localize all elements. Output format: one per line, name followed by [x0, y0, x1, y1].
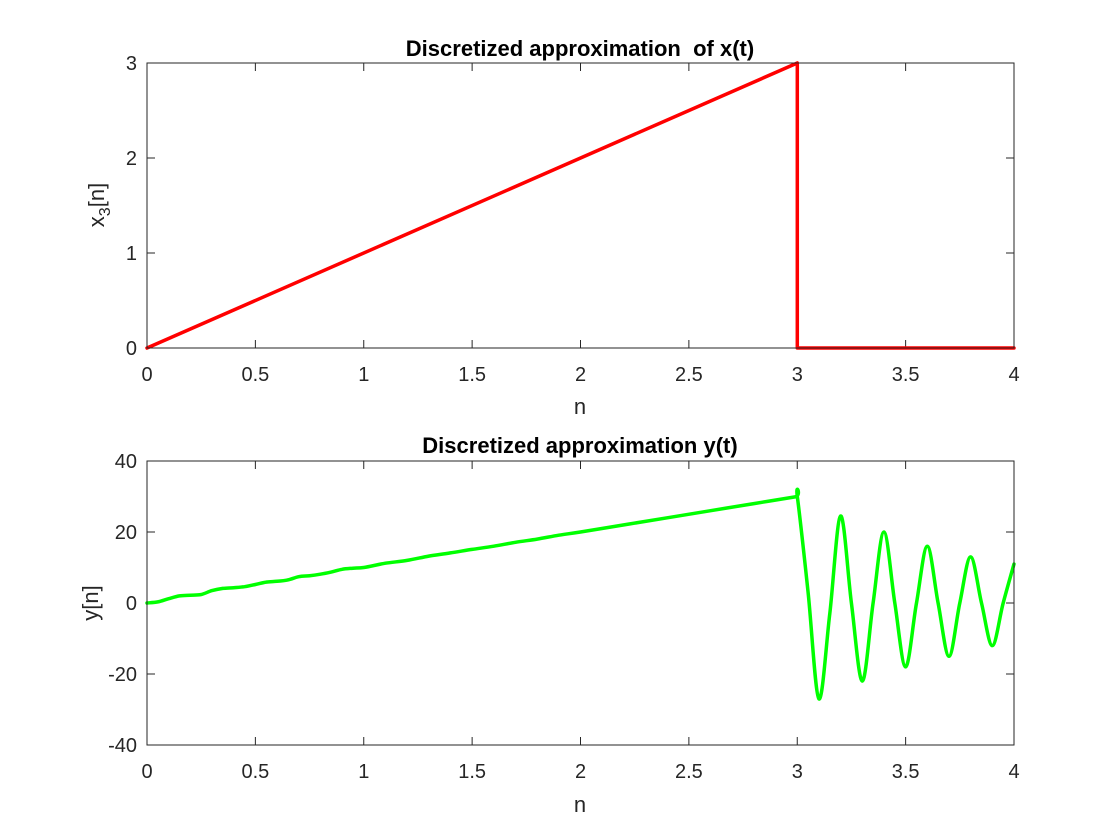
- plot-x3: Discretized approximation of x(t) 0 0.5 1 1…: [84, 36, 1020, 419]
- x-tick-label: 0.5: [241, 364, 269, 386]
- y-tick-label: 2: [126, 148, 137, 170]
- x-tick-label: 3.5: [892, 761, 920, 783]
- y-tick-label: 40: [115, 451, 137, 473]
- y-tick-label: 0: [126, 593, 137, 615]
- x-tick-label: 3: [792, 761, 803, 783]
- y-tick-label: -40: [108, 735, 137, 757]
- y-tick-label: -20: [108, 664, 137, 686]
- x-axis-label-bottom: n: [574, 792, 586, 817]
- x-tick-label: 2.5: [675, 761, 703, 783]
- series-line-x3: [145, 61, 1016, 350]
- x-tick-label: 0: [141, 364, 152, 386]
- y-axis-label-bottom: y[n]: [78, 585, 103, 620]
- series-line-y: [145, 487, 1016, 701]
- y-axis-label-top: x3[n]: [84, 183, 114, 227]
- y-axis-label-top-main: x: [84, 216, 109, 227]
- axes-frame-top: [146, 62, 1015, 349]
- x-tick-label: 3: [792, 364, 803, 386]
- x-tick-label: 4: [1008, 364, 1019, 386]
- x-tick-label: 1: [358, 364, 369, 386]
- x-tick-label: 4: [1008, 761, 1019, 783]
- plot-y: Discretized approximation y(t) 0 0.5 1 1.5 2…: [78, 433, 1020, 817]
- chart-title-bottom: Discretized approximation y(t): [422, 433, 737, 458]
- y-tick-label: 0: [126, 338, 137, 360]
- y-tick-label: 3: [126, 53, 137, 75]
- axis-ticks-top: 0 0.5 1 1.5 2 2.5 3 3.5 4 0 1 2 3: [126, 53, 1020, 386]
- x-tick-label: 0.5: [241, 761, 269, 783]
- y-axis-label-top-rest: [n]: [84, 183, 109, 207]
- y-tick-label: 20: [115, 522, 137, 544]
- x-tick-label: 0: [141, 761, 152, 783]
- series-group-bottom: [145, 487, 1016, 701]
- x-tick-label: 3.5: [892, 364, 920, 386]
- x-tick-label: 1: [358, 761, 369, 783]
- x-tick-label: 1.5: [458, 364, 486, 386]
- x-tick-label: 2: [575, 364, 586, 386]
- axis-ticks-bottom: 0 0.5 1 1.5 2 2.5 3 3.5 4 -40 -20 0 20 40: [108, 451, 1019, 783]
- axes-frame-bottom: [146, 460, 1015, 746]
- x-axis-label-top: n: [574, 394, 586, 419]
- y-axis-label-top-sub: 3: [97, 207, 114, 216]
- x-tick-label: 2: [575, 761, 586, 783]
- y-tick-label: 1: [126, 243, 137, 265]
- x-tick-label: 2.5: [675, 364, 703, 386]
- series-group-top: [145, 61, 1016, 350]
- chart-title-top: Discretized approximation of x(t): [406, 36, 754, 61]
- x-tick-label: 1.5: [458, 761, 486, 783]
